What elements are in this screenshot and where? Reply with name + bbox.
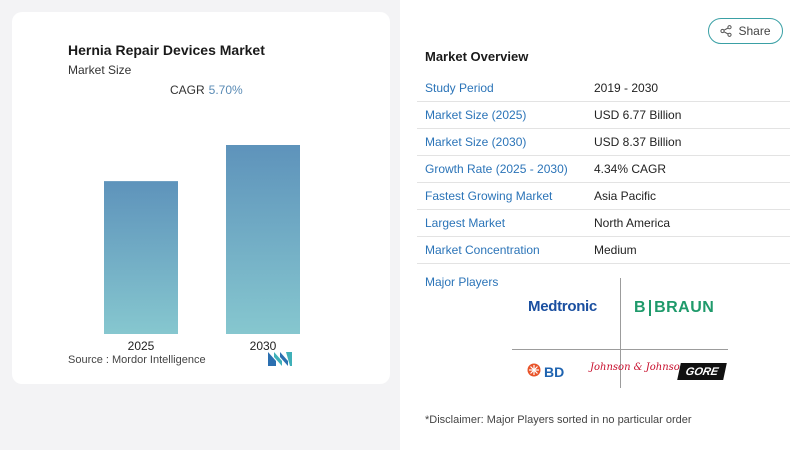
overview-key: Study Period: [425, 81, 494, 95]
overview-value: USD 8.37 Billion: [594, 135, 682, 149]
overview-key: Largest Market: [425, 216, 506, 230]
players-divider-horizontal: [512, 349, 728, 350]
overview-value: USD 6.77 Billion: [594, 108, 682, 122]
medtronic-logo: Medtronic: [528, 298, 597, 315]
overview-title: Market Overview: [425, 49, 529, 64]
johnson-and-johnson-logo: Johnson & Johnson: [590, 362, 687, 373]
bd-starburst-icon: [527, 363, 541, 380]
major-players-label: Major Players: [425, 275, 499, 289]
overview-value: 4.34% CAGR: [594, 162, 667, 176]
overview-row-market-size-2030: Market Size (2030) USD 8.37 Billion: [417, 129, 790, 156]
chart-source: Source : Mordor Intelligence: [68, 354, 206, 366]
cagr-text: CAGR: [170, 83, 205, 97]
overview-key: Fastest Growing Market: [425, 189, 553, 203]
mordor-intelligence-logo: [268, 352, 292, 371]
bar-2030: [226, 145, 300, 334]
cagr-label: CAGR 5.70%: [170, 83, 243, 97]
overview-row-largest-market: Largest Market North America: [417, 210, 790, 237]
bar-2025: [104, 181, 178, 334]
bd-text: BD: [544, 363, 565, 380]
overview-row-growth-rate: Growth Rate (2025 - 2030) 4.34% CAGR: [417, 156, 790, 183]
bar-chart: 2025 2030: [104, 145, 300, 352]
overview-row-fastest-growing: Fastest Growing Market Asia Pacific: [417, 183, 790, 210]
overview-table: Study Period 2019 - 2030 Market Size (20…: [417, 75, 790, 264]
share-button[interactable]: Share: [708, 18, 783, 44]
players-divider-vertical: [620, 278, 621, 388]
bbraun-separator: [649, 300, 652, 316]
bbraun-logo: B BRAUN: [634, 299, 714, 317]
overview-row-study-period: Study Period 2019 - 2030: [417, 75, 790, 102]
share-label: Share: [738, 24, 771, 38]
bbraun-name: BRAUN: [654, 299, 715, 316]
bbraun-mark: B: [634, 299, 647, 316]
overview-row-market-size-2025: Market Size (2025) USD 6.77 Billion: [417, 102, 790, 129]
x-tick-label: 2030: [250, 339, 277, 352]
bd-logo: BD: [527, 363, 564, 380]
overview-key: Market Size (2025): [425, 108, 527, 122]
overview-row-concentration: Market Concentration Medium: [417, 237, 790, 264]
overview-key: Growth Rate (2025 - 2030): [425, 162, 568, 176]
chart-card: [12, 12, 390, 384]
overview-key: Market Size (2030): [425, 135, 527, 149]
x-tick-label: 2025: [128, 339, 155, 352]
overview-value: Medium: [594, 243, 637, 257]
overview-value: Asia Pacific: [594, 189, 657, 203]
overview-key: Market Concentration: [425, 243, 540, 257]
market-overview-panel: [400, 0, 800, 450]
players-disclaimer: *Disclaimer: Major Players sorted in no …: [425, 414, 692, 426]
chart-title: Hernia Repair Devices Market: [68, 42, 265, 58]
share-icon: [720, 25, 733, 37]
overview-value: North America: [594, 216, 671, 230]
cagr-value: 5.70%: [208, 83, 243, 97]
chart-subtitle: Market Size: [68, 63, 132, 77]
gore-logo: GORE: [677, 363, 727, 380]
overview-value: 2019 - 2030: [594, 81, 659, 95]
